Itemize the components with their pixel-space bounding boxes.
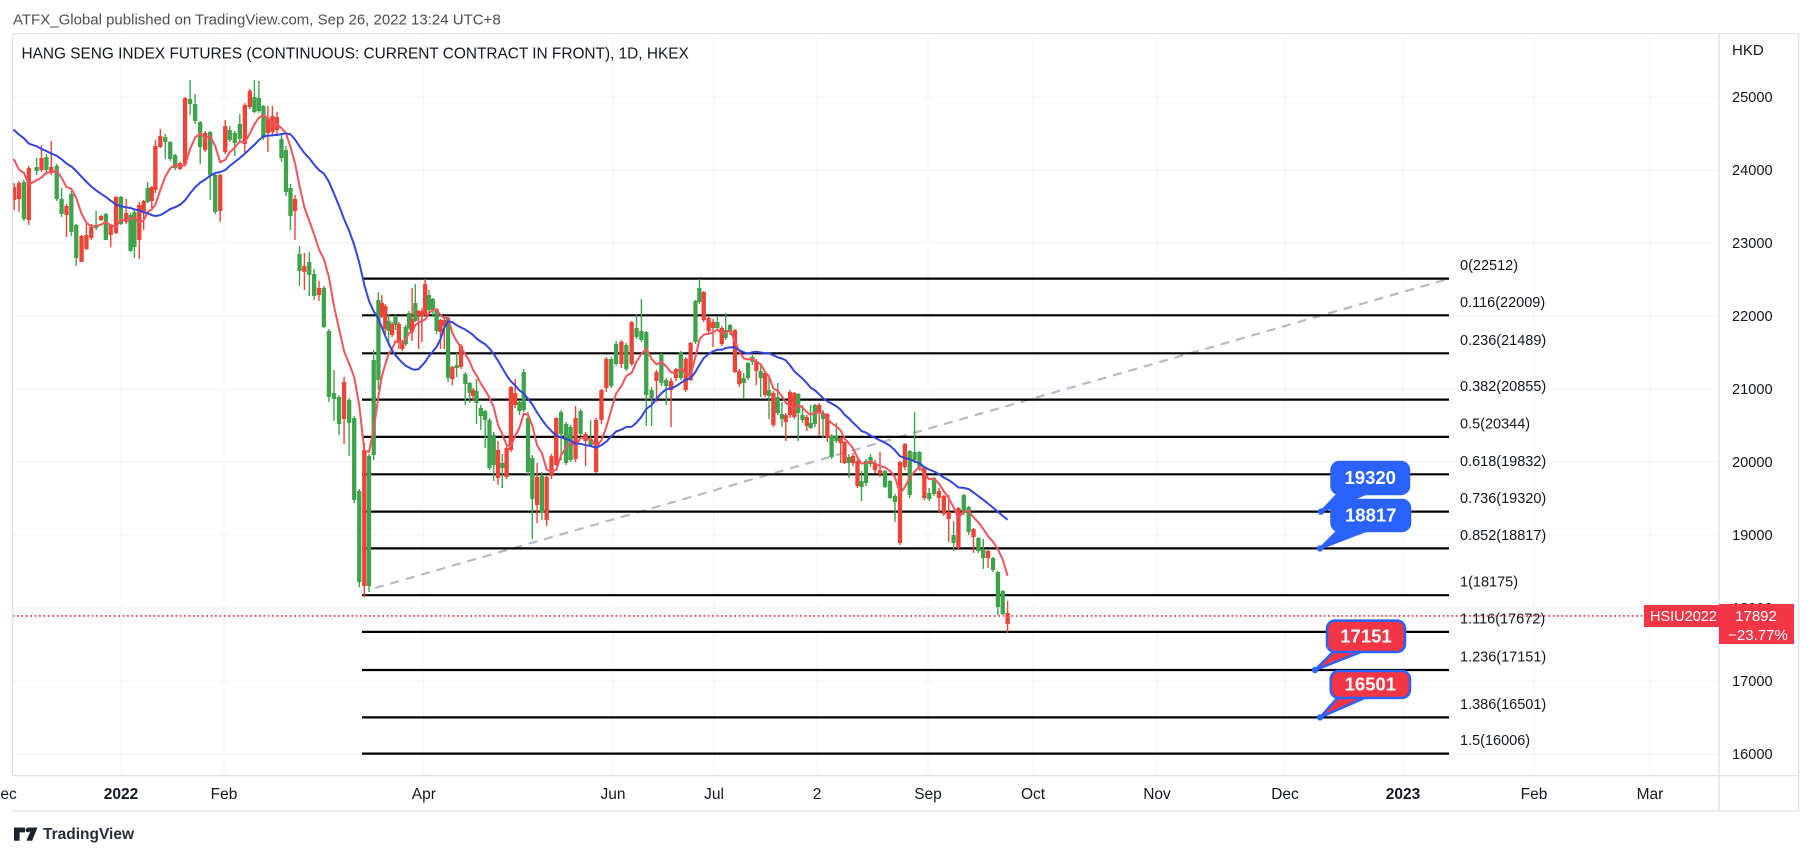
svg-text:19000: 19000: [1732, 528, 1773, 544]
svg-text:1.5(16006): 1.5(16006): [1460, 733, 1530, 749]
svg-text:0.116(22009): 0.116(22009): [1460, 295, 1545, 311]
svg-text:21000: 21000: [1732, 382, 1773, 398]
svg-text:18817: 18817: [1345, 505, 1396, 526]
svg-text:19320: 19320: [1345, 467, 1396, 488]
svg-text:1.386(16501): 1.386(16501): [1460, 697, 1546, 713]
svg-text:Dec: Dec: [0, 786, 17, 803]
svg-text:1(18175): 1(18175): [1460, 575, 1518, 591]
svg-text:Jun: Jun: [601, 786, 626, 803]
svg-text:1.236(17151): 1.236(17151): [1460, 650, 1546, 666]
svg-text:HSIU2022: HSIU2022: [1650, 609, 1717, 625]
svg-text:17151: 17151: [1340, 625, 1391, 646]
svg-text:17000: 17000: [1732, 674, 1773, 690]
svg-text:2023: 2023: [1386, 786, 1421, 803]
svg-text:23000: 23000: [1732, 236, 1773, 252]
svg-text:17892: 17892: [1735, 608, 1777, 625]
svg-text:25000: 25000: [1732, 90, 1773, 106]
svg-text:22000: 22000: [1732, 309, 1773, 325]
svg-text:0.852(18817): 0.852(18817): [1460, 528, 1546, 544]
svg-text:Nov: Nov: [1143, 786, 1171, 803]
svg-text:0.236(21489): 0.236(21489): [1460, 333, 1546, 349]
svg-text:24000: 24000: [1732, 163, 1773, 179]
svg-text:0.5(20344): 0.5(20344): [1460, 416, 1530, 432]
svg-text:Oct: Oct: [1021, 786, 1046, 803]
svg-text:HANG SENG INDEX FUTURES (CONTI: HANG SENG INDEX FUTURES (CONTINUOUS: CUR…: [22, 46, 689, 63]
svg-text:HKD: HKD: [1732, 42, 1764, 59]
svg-text:16501: 16501: [1345, 674, 1396, 695]
svg-text:−23.77%: −23.77%: [1728, 627, 1788, 644]
svg-text:Mar: Mar: [1637, 786, 1664, 803]
svg-text:Apr: Apr: [412, 786, 436, 803]
svg-text:1.116(17672): 1.116(17672): [1460, 611, 1545, 627]
svg-text:Feb: Feb: [1521, 786, 1548, 803]
svg-text:Feb: Feb: [211, 786, 238, 803]
svg-text:0.382(20855): 0.382(20855): [1460, 379, 1546, 395]
svg-text:20000: 20000: [1732, 455, 1773, 471]
svg-text:16000: 16000: [1732, 747, 1773, 763]
svg-text:ATFX_Global published on Tradi: ATFX_Global published on TradingView.com…: [13, 12, 501, 29]
svg-text:2: 2: [813, 786, 822, 803]
svg-text:Jul: Jul: [704, 786, 724, 803]
svg-text:Dec: Dec: [1271, 786, 1299, 803]
svg-text:0.736(19320): 0.736(19320): [1460, 491, 1546, 507]
svg-text:0.618(19832): 0.618(19832): [1460, 454, 1546, 470]
svg-text:2022: 2022: [104, 786, 138, 803]
svg-text:TradingView: TradingView: [43, 826, 135, 843]
svg-text:Sep: Sep: [914, 786, 942, 803]
svg-text:0(22512): 0(22512): [1460, 258, 1518, 274]
